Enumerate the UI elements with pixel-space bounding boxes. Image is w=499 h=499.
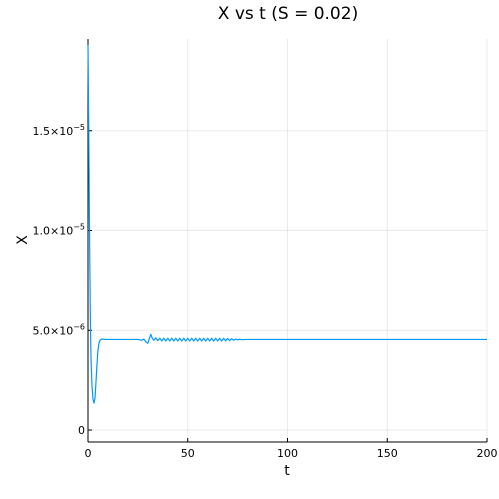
y-tick-exponent: −6: [73, 322, 85, 331]
x-tick-label: 150: [377, 447, 398, 460]
x-axis-label: t: [284, 463, 290, 479]
x-tick-label: 100: [277, 447, 298, 460]
y-tick-mantissa: 0: [78, 424, 85, 437]
y-tick-exponent: −5: [73, 223, 85, 232]
x-tick-label: 200: [477, 447, 498, 460]
y-tick-label: 0: [78, 424, 85, 437]
y-tick-mantissa: 1.5×10: [32, 125, 73, 138]
y-axis-label: X: [15, 235, 31, 245]
y-tick-label: 1.0×10−5: [32, 223, 85, 238]
x-tick-label: 0: [85, 447, 92, 460]
y-tick-label: 5.0×10−6: [32, 322, 85, 337]
y-tick-exponent: −5: [73, 123, 85, 132]
x-tick-label: 50: [181, 447, 195, 460]
grid: [88, 39, 487, 442]
chart-title: X vs t (S = 0.02): [218, 4, 358, 24]
y-tick-mantissa: 5.0×10: [32, 324, 73, 337]
y-tick-label: 1.5×10−5: [32, 123, 85, 138]
y-tick-mantissa: 1.0×10: [32, 225, 73, 238]
